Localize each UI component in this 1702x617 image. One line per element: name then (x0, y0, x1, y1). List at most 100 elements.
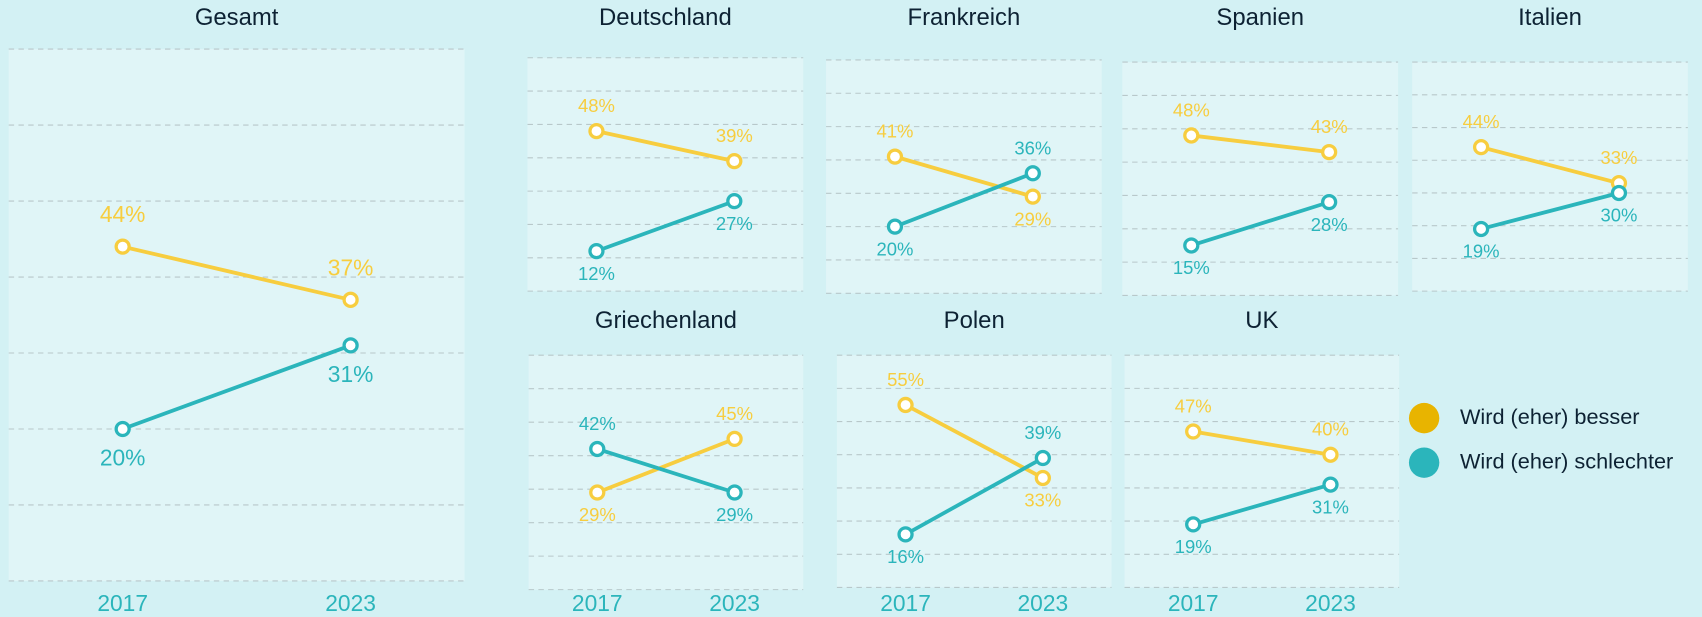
data-point (897, 396, 914, 414)
data-point (1034, 449, 1051, 467)
series-line (1190, 200, 1330, 248)
data-label: 39% (716, 125, 753, 146)
data-point (1321, 193, 1338, 211)
series-line (122, 244, 352, 302)
panel: Spanien 48% 43% 15% 28% (1122, 4, 1399, 297)
data-point (726, 152, 743, 170)
data-label: 48% (1173, 99, 1210, 120)
data-point (897, 526, 914, 543)
data-point (1610, 184, 1628, 202)
data-label: 31% (328, 361, 374, 387)
x-tick-label: 2017 (1168, 590, 1219, 616)
data-label: 39% (1024, 422, 1061, 443)
series-line (1192, 482, 1332, 527)
x-tick-label: 2023 (325, 590, 376, 616)
data-label: 45% (716, 403, 753, 424)
data-label: 31% (1312, 496, 1349, 517)
x-tick-label: 2017 (572, 590, 623, 616)
data-point (588, 242, 605, 260)
series-line (1191, 133, 1330, 155)
series-line (904, 403, 1044, 480)
panel-title: Spanien (1216, 4, 1304, 31)
panel-title: Italien (1518, 4, 1582, 31)
data-point (114, 420, 131, 438)
data-point (1185, 516, 1202, 533)
legend-swatch (1408, 447, 1440, 478)
series-line (596, 129, 735, 163)
data-label: 20% (100, 444, 146, 470)
data-label: 41% (877, 121, 914, 142)
panel-title: Griechenland (595, 307, 737, 334)
data-point (726, 484, 743, 501)
series-line (596, 447, 736, 495)
data-point (886, 218, 904, 235)
data-label: 20% (877, 238, 914, 259)
panel-title: Frankreich (907, 4, 1020, 31)
plot-area (1124, 355, 1400, 588)
series-line (1192, 429, 1331, 457)
data-label: 33% (1601, 147, 1638, 168)
data-point (342, 291, 359, 308)
x-tick-label: 2023 (1018, 590, 1069, 616)
plot-area (1412, 62, 1688, 292)
series-line (904, 456, 1044, 537)
data-label: 29% (716, 504, 753, 525)
data-label: 43% (1311, 116, 1348, 137)
data-label: 47% (1175, 395, 1212, 416)
x-tick-label: 2017 (880, 590, 931, 616)
data-label: 55% (887, 369, 924, 390)
data-point (342, 337, 359, 354)
data-label: 30% (1601, 205, 1638, 226)
legend-label: Wird (eher) besser (1460, 404, 1640, 429)
plot-area (836, 355, 1112, 588)
data-point (1034, 469, 1051, 487)
plot-area (527, 57, 804, 292)
data-point (1322, 446, 1339, 463)
legend-swatch (1408, 402, 1440, 434)
series-line (596, 437, 736, 495)
data-point (1472, 139, 1490, 156)
plot-area (8, 49, 465, 581)
data-label: 19% (1175, 536, 1212, 557)
data-label: 33% (1024, 490, 1061, 511)
panel: Gesamt 2017 2023 44% 37% 20% 31% (8, 4, 465, 616)
data-point (1321, 143, 1338, 161)
data-label: 40% (1312, 419, 1349, 440)
panel: Griechenland 2017 2023 29% 45% 42% 29% (528, 307, 804, 616)
legend-label: Wird (eher) schlechter (1460, 448, 1673, 473)
data-point (114, 238, 131, 255)
x-tick-label: 2023 (709, 590, 760, 616)
data-point (1183, 127, 1200, 144)
x-tick-label: 2023 (1305, 590, 1356, 616)
data-point (726, 192, 743, 210)
plot-area (1122, 62, 1399, 296)
data-point (886, 148, 904, 165)
data-label: 19% (1463, 241, 1500, 262)
data-point (1185, 423, 1202, 440)
data-point (1024, 188, 1041, 205)
panel-title: Polen (944, 307, 1005, 334)
data-point (588, 122, 605, 140)
panel: Frankreich 41% 29% 20% 36% (826, 4, 1102, 294)
series-line (1480, 145, 1620, 185)
series-line (122, 343, 352, 431)
panel: Polen 2017 2023 55% 33% 16% 39% (836, 307, 1112, 616)
data-label: 28% (1311, 214, 1348, 235)
data-label: 16% (887, 546, 924, 567)
series-line (595, 199, 735, 253)
panel-title: Deutschland (599, 4, 732, 31)
data-label: 29% (1014, 208, 1051, 229)
data-label: 27% (716, 213, 753, 234)
data-point (1183, 237, 1200, 254)
panel: Italien 44% 33% 19% 30% (1412, 4, 1688, 292)
data-label: 44% (100, 201, 146, 227)
data-label: 12% (578, 263, 615, 284)
legend: Wird (eher) besser Wird (eher) schlechter (1408, 402, 1673, 478)
panel-title: Gesamt (195, 4, 279, 31)
x-tick-label: 2017 (97, 590, 148, 616)
data-point (589, 484, 606, 501)
panel: Deutschland 48% 39% 12% 27% (527, 4, 804, 292)
data-label: 15% (1173, 257, 1210, 278)
data-point (589, 440, 606, 458)
panel: UK 2017 2023 47% 40% 19% 31% (1124, 307, 1400, 616)
